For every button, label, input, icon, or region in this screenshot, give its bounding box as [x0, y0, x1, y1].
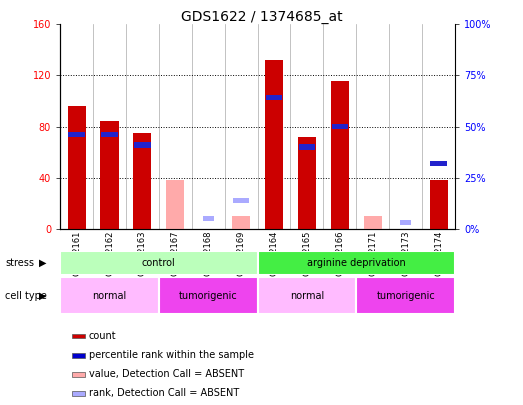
Bar [299, 145, 315, 149]
Text: normal: normal [290, 291, 324, 301]
Bar [257, 251, 455, 275]
Bar [100, 122, 119, 229]
Text: ▶: ▶ [39, 258, 47, 268]
Bar [67, 106, 86, 229]
Bar [298, 137, 316, 229]
Text: ▶: ▶ [39, 291, 47, 301]
Text: percentile rank within the sample: percentile rank within the sample [88, 350, 254, 360]
Bar [257, 277, 356, 314]
Bar [134, 143, 151, 147]
Text: control: control [142, 258, 176, 268]
Text: normal: normal [93, 291, 127, 301]
Bar [159, 277, 257, 314]
Bar [133, 133, 152, 229]
Bar [331, 81, 349, 229]
Bar [233, 198, 249, 203]
Bar [69, 132, 85, 137]
Bar [332, 124, 348, 129]
Text: count: count [88, 330, 116, 341]
Bar [72, 391, 85, 396]
Bar [429, 180, 448, 229]
Text: arginine deprivation: arginine deprivation [307, 258, 406, 268]
Bar [430, 161, 447, 166]
Bar [60, 251, 257, 275]
Bar [203, 216, 214, 221]
Text: value, Detection Call = ABSENT: value, Detection Call = ABSENT [88, 369, 244, 379]
Bar [356, 277, 455, 314]
Bar [101, 132, 118, 137]
Text: GDS1622 / 1374685_at: GDS1622 / 1374685_at [180, 10, 343, 24]
Text: tumorigenic: tumorigenic [179, 291, 237, 301]
Text: tumorigenic: tumorigenic [376, 291, 435, 301]
Bar [265, 60, 283, 229]
Bar [266, 95, 282, 100]
Bar [232, 216, 250, 229]
Text: rank, Detection Call = ABSENT: rank, Detection Call = ABSENT [88, 388, 239, 398]
Bar [363, 216, 382, 229]
Text: cell type: cell type [5, 291, 47, 301]
Bar [72, 334, 85, 338]
Bar [72, 372, 85, 377]
Text: stress: stress [5, 258, 34, 268]
Bar [400, 220, 411, 225]
Bar [166, 180, 185, 229]
Bar [60, 277, 159, 314]
Bar [72, 353, 85, 358]
